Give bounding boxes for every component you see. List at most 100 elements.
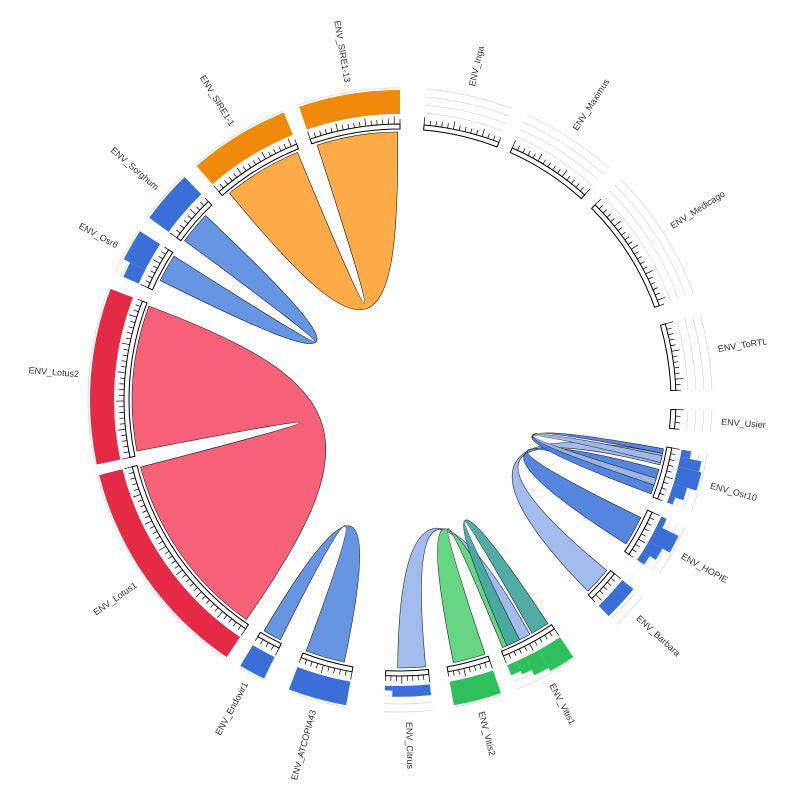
segment-label-ENV_HOPIE: ENV_HOPIE [680, 551, 730, 585]
ideogram-ENV_Citrus[interactable] [385, 668, 430, 677]
tick-mark [344, 670, 347, 676]
track-ring [147, 175, 184, 217]
bar-ENV_Osr6 [123, 231, 161, 271]
tick-mark [542, 159, 546, 165]
tick-mark [489, 660, 493, 669]
tick-mark [544, 634, 548, 640]
tick-mark [327, 666, 330, 672]
tick-mark [257, 157, 262, 162]
tick-mark [123, 451, 129, 454]
tick-mark [350, 671, 353, 680]
tick-mark [304, 659, 307, 665]
bar-ENV_Endovir1 [240, 645, 275, 679]
tick-mark [631, 549, 637, 553]
track-ring [426, 96, 510, 117]
tick-mark [200, 201, 205, 206]
tick-mark [610, 577, 615, 582]
tick-mark [672, 355, 678, 358]
track-ring [690, 454, 708, 512]
segment-label-ENV_Vitis1: ENV_Vitis1 [547, 682, 577, 727]
tick-mark [639, 261, 645, 265]
tick-mark [121, 342, 130, 345]
tick-mark [423, 117, 426, 126]
ideogram-ENV_ATCOPIA43[interactable] [300, 652, 354, 673]
ideogram-ENV_Vitis1[interactable] [500, 623, 556, 657]
tick-mark [517, 145, 520, 151]
tick-mark [228, 176, 233, 182]
ideogram-ENV_Endovir1[interactable] [257, 631, 282, 649]
tick-mark [607, 582, 612, 586]
ideogram-ENV_SIRE1-1[interactable] [218, 143, 300, 197]
links-layer [131, 131, 664, 669]
tick-mark [185, 578, 191, 583]
ideogram-ENV_Barbara[interactable] [587, 569, 616, 600]
bar-ENV_SIRE1-1 [196, 112, 293, 185]
tick-mark [435, 121, 437, 127]
segment-label-ENV_Vitis2: ENV_Vitis2 [476, 710, 497, 756]
ideogram-ENV_Osr6[interactable] [147, 248, 174, 291]
tick-mark [463, 668, 467, 677]
segment-label-ENV_ToRTL: ENV_ToRTL [717, 336, 768, 354]
tick-mark [668, 464, 674, 467]
tick-mark [298, 657, 302, 663]
tick-mark [458, 125, 461, 131]
ideogram-ENV_Maximus[interactable] [509, 147, 586, 200]
ideogram-ENV_Osr10[interactable] [652, 446, 673, 500]
tick-mark [201, 595, 206, 600]
tick-mark [310, 661, 313, 667]
tick-mark [642, 266, 648, 270]
bar-ENV_Osr10 [669, 483, 688, 501]
tick-mark [666, 327, 672, 330]
tick-mark [152, 530, 158, 534]
tick-mark [575, 183, 580, 188]
tick-mark [128, 314, 137, 318]
tick-mark [128, 326, 134, 329]
tick-mark [315, 663, 319, 669]
tick-mark [645, 270, 653, 275]
track-ring [609, 190, 679, 299]
ideogram-ENV_Medicago[interactable] [590, 204, 660, 308]
tick-mark [273, 148, 277, 154]
ideogram-ENV_SIRE1-13[interactable] [309, 123, 401, 145]
bar-ENV_Osr10 [678, 457, 702, 472]
tick-mark [675, 378, 684, 380]
ideogram-ENV_Lotus1[interactable] [131, 464, 250, 630]
link-ribbon-sire [229, 131, 399, 311]
tick-mark [428, 674, 431, 683]
tick-mark [651, 511, 660, 516]
ideogram-ENV_Usier[interactable] [668, 408, 677, 430]
tick-mark [117, 371, 126, 374]
tick-mark [648, 276, 653, 280]
ideogram-ENV_HOPIE[interactable] [623, 509, 653, 556]
tick-mark [147, 275, 153, 279]
tick-mark [158, 545, 167, 551]
tick-mark [614, 573, 621, 579]
track-ring [523, 121, 604, 175]
tick-mark [584, 188, 591, 196]
tick-mark [670, 344, 676, 347]
tick-mark [479, 664, 482, 670]
track-ring [614, 184, 687, 297]
bar-ENV_Vitis1 [525, 650, 549, 676]
tick-mark [627, 241, 633, 245]
ideogram-ENV_Lotus2[interactable] [123, 300, 148, 458]
tick-mark [652, 287, 658, 290]
bar-ENV_SIRE1-13 [299, 90, 400, 130]
tick-mark [671, 447, 680, 450]
tick-mark [511, 140, 516, 149]
tick-mark [665, 321, 674, 325]
ideogram-ENV_Sorghum[interactable] [176, 200, 213, 242]
ideogram-ENV_ToRTL[interactable] [659, 323, 677, 392]
track-ring [691, 316, 705, 390]
tick-mark [669, 338, 675, 341]
tick-mark [240, 628, 246, 636]
bar-ENV_ATCOPIA43 [288, 667, 351, 706]
tick-mark [650, 281, 656, 285]
tick-mark [133, 494, 141, 498]
segment-label-ENV_Usier: ENV_Usier [721, 417, 766, 430]
tick-mark [655, 292, 660, 296]
track-ring [427, 88, 512, 110]
ideogram-ENV_Inga[interactable] [423, 124, 500, 148]
ideogram-ENV_Vitis2[interactable] [446, 655, 491, 673]
tick-mark [140, 284, 149, 289]
